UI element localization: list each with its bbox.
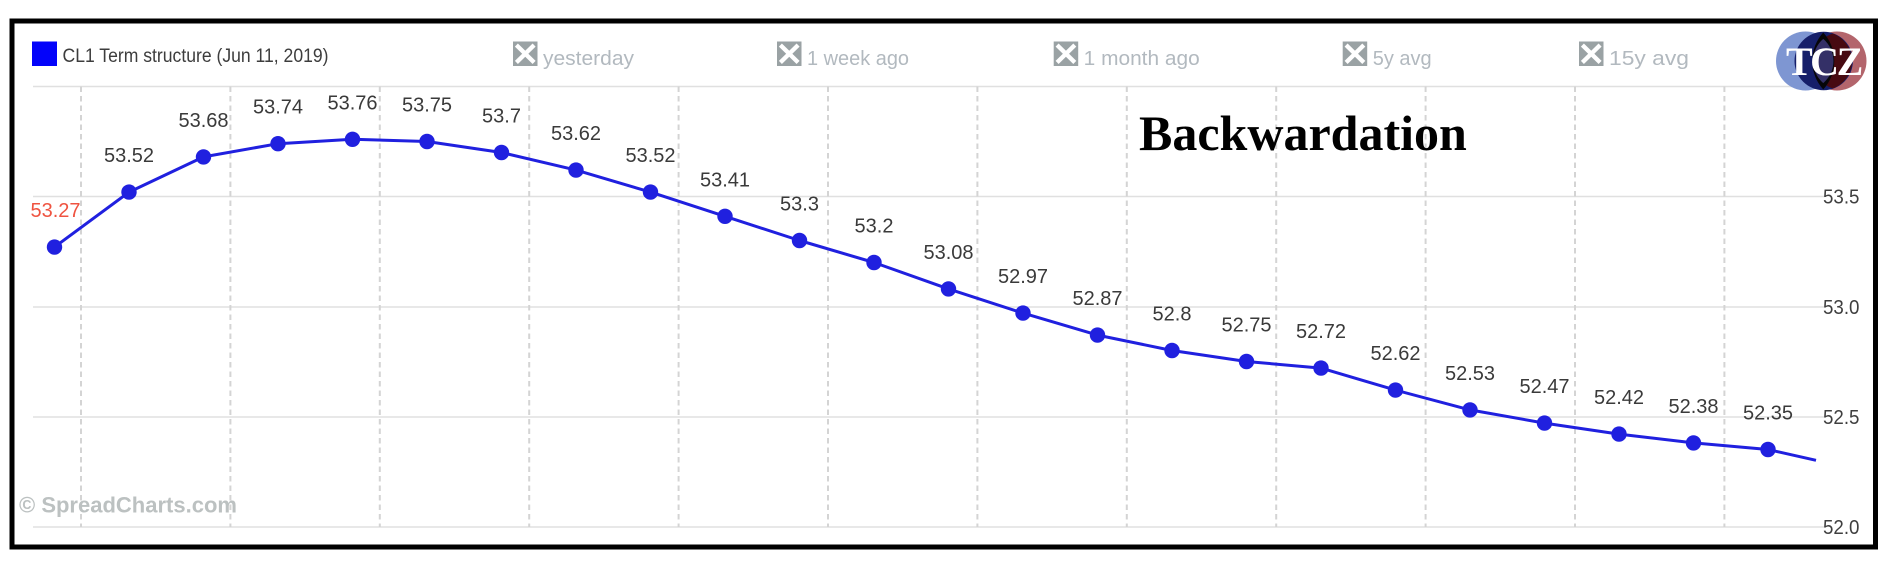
svg-text:52.0: 52.0: [1823, 517, 1860, 539]
svg-text:52.72: 52.72: [1296, 321, 1346, 343]
svg-text:yesterday: yesterday: [543, 48, 634, 70]
svg-text:CL1 Term structure (Jun 11, 20: CL1 Term structure (Jun 11, 2019): [63, 45, 329, 67]
svg-text:52.5: 52.5: [1823, 407, 1860, 429]
svg-text:52.75: 52.75: [1221, 315, 1271, 337]
svg-text:52.47: 52.47: [1519, 376, 1569, 398]
svg-text:15y avg: 15y avg: [1609, 48, 1689, 70]
svg-text:Backwardation: Backwardation: [1139, 105, 1467, 161]
svg-text:TCZ: TCZ: [1786, 39, 1862, 84]
svg-text:53.5: 53.5: [1823, 187, 1860, 209]
svg-text:52.38: 52.38: [1668, 396, 1718, 418]
svg-text:52.35: 52.35: [1743, 403, 1793, 425]
svg-text:52.97: 52.97: [998, 266, 1048, 288]
svg-text:52.8: 52.8: [1153, 304, 1192, 326]
svg-text:53.76: 53.76: [327, 92, 377, 114]
svg-text:53.3: 53.3: [780, 194, 819, 216]
svg-text:53.68: 53.68: [178, 110, 228, 132]
svg-text:52.53: 52.53: [1445, 363, 1495, 385]
svg-text:53.52: 53.52: [625, 145, 675, 167]
svg-text:53.74: 53.74: [253, 97, 303, 119]
svg-text:53.27: 53.27: [30, 200, 80, 222]
svg-text:53.0: 53.0: [1823, 297, 1860, 319]
svg-text:© SpreadCharts.com: © SpreadCharts.com: [19, 492, 237, 517]
svg-text:1 month ago: 1 month ago: [1084, 48, 1200, 70]
svg-text:53.52: 53.52: [104, 145, 154, 167]
svg-text:53.2: 53.2: [855, 216, 894, 238]
svg-text:53.62: 53.62: [551, 123, 601, 145]
svg-text:53.41: 53.41: [700, 169, 750, 191]
svg-text:52.62: 52.62: [1370, 343, 1420, 365]
svg-text:53.75: 53.75: [402, 95, 452, 117]
svg-text:52.42: 52.42: [1594, 387, 1644, 409]
svg-text:1 week ago: 1 week ago: [807, 48, 909, 70]
svg-text:53.08: 53.08: [923, 242, 973, 264]
svg-text:5y avg: 5y avg: [1373, 48, 1432, 70]
svg-text:53.7: 53.7: [482, 106, 521, 128]
svg-text:52.87: 52.87: [1072, 288, 1122, 310]
